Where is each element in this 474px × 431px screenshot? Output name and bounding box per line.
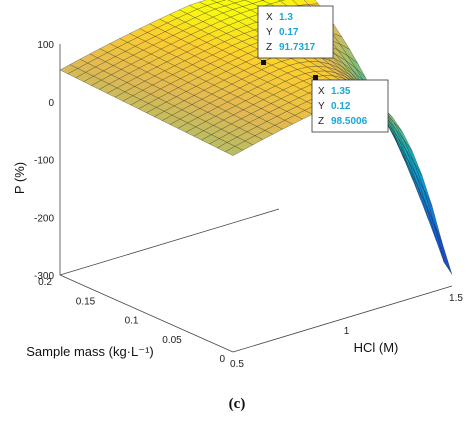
y-tick-label: 0.2 bbox=[38, 277, 52, 288]
datatip-2-x-key: X bbox=[318, 86, 325, 97]
datatip-2-marker bbox=[313, 75, 318, 80]
axis-line bbox=[59, 208, 280, 276]
datatip-1-y-value: 0.17 bbox=[279, 27, 299, 38]
datatip-2[interactable]: X 1.35 Y 0.12 Z 98.5006 bbox=[311, 79, 389, 133]
z-tick-label: -200 bbox=[34, 213, 54, 224]
z-tick-label: 100 bbox=[37, 40, 54, 51]
datatip-1-y-key: Y bbox=[266, 27, 273, 38]
z-tick-label: 0 bbox=[48, 98, 54, 109]
surface-mesh bbox=[59, 0, 453, 275]
datatip-1[interactable]: X 1.3 Y 0.17 Z 91.7317 bbox=[257, 5, 334, 59]
datatip-1-z-key: Z bbox=[266, 42, 272, 53]
y-tick-label: 0.05 bbox=[162, 335, 182, 346]
y-axis-title: Sample mass (kg·L⁻¹) bbox=[26, 344, 154, 359]
datatip-2-box bbox=[311, 79, 389, 133]
x-tick-label: 1 bbox=[344, 326, 350, 337]
z-tick-label: -300 bbox=[34, 271, 54, 282]
tick-labels: -300 -200 -100 0 100 0.5 1 1.5 0 0.05 0.1 0.15 0.2 bbox=[34, 40, 463, 370]
datatip-2-z-value: 98.5006 bbox=[331, 116, 368, 127]
surface-face bbox=[416, 175, 435, 224]
axis-line bbox=[59, 274, 234, 353]
panel-label: (c) bbox=[228, 396, 246, 412]
datatip-2-x-value: 1.35 bbox=[331, 86, 351, 97]
datatip-1-z-value: 91.7317 bbox=[279, 42, 316, 53]
datatip-2-y-value: 0.12 bbox=[331, 101, 351, 112]
axis-line bbox=[232, 285, 453, 353]
datatip-1-x-key: X bbox=[266, 12, 273, 23]
z-axis-title: P (%) bbox=[12, 162, 27, 194]
datatip-1-box bbox=[257, 5, 334, 59]
x-axis-title: HCl (M) bbox=[354, 340, 399, 355]
surface-face bbox=[426, 205, 445, 263]
y-tick-label: 0 bbox=[219, 354, 225, 365]
y-tick-label: 0.15 bbox=[76, 296, 96, 307]
x-tick-label: 1.5 bbox=[449, 293, 463, 304]
datatip-1-marker bbox=[261, 60, 266, 65]
axes-box bbox=[59, 44, 453, 353]
datatip-1-x-value: 1.3 bbox=[279, 12, 293, 23]
datatip-2-y-key: Y bbox=[318, 101, 325, 112]
surface-face bbox=[424, 190, 443, 243]
datatip-2-z-key: Z bbox=[318, 116, 324, 127]
y-tick-label: 0.1 bbox=[125, 316, 139, 327]
x-tick-label: 0.5 bbox=[230, 359, 244, 370]
z-tick-label: -100 bbox=[34, 156, 54, 167]
surface-face bbox=[434, 223, 453, 275]
